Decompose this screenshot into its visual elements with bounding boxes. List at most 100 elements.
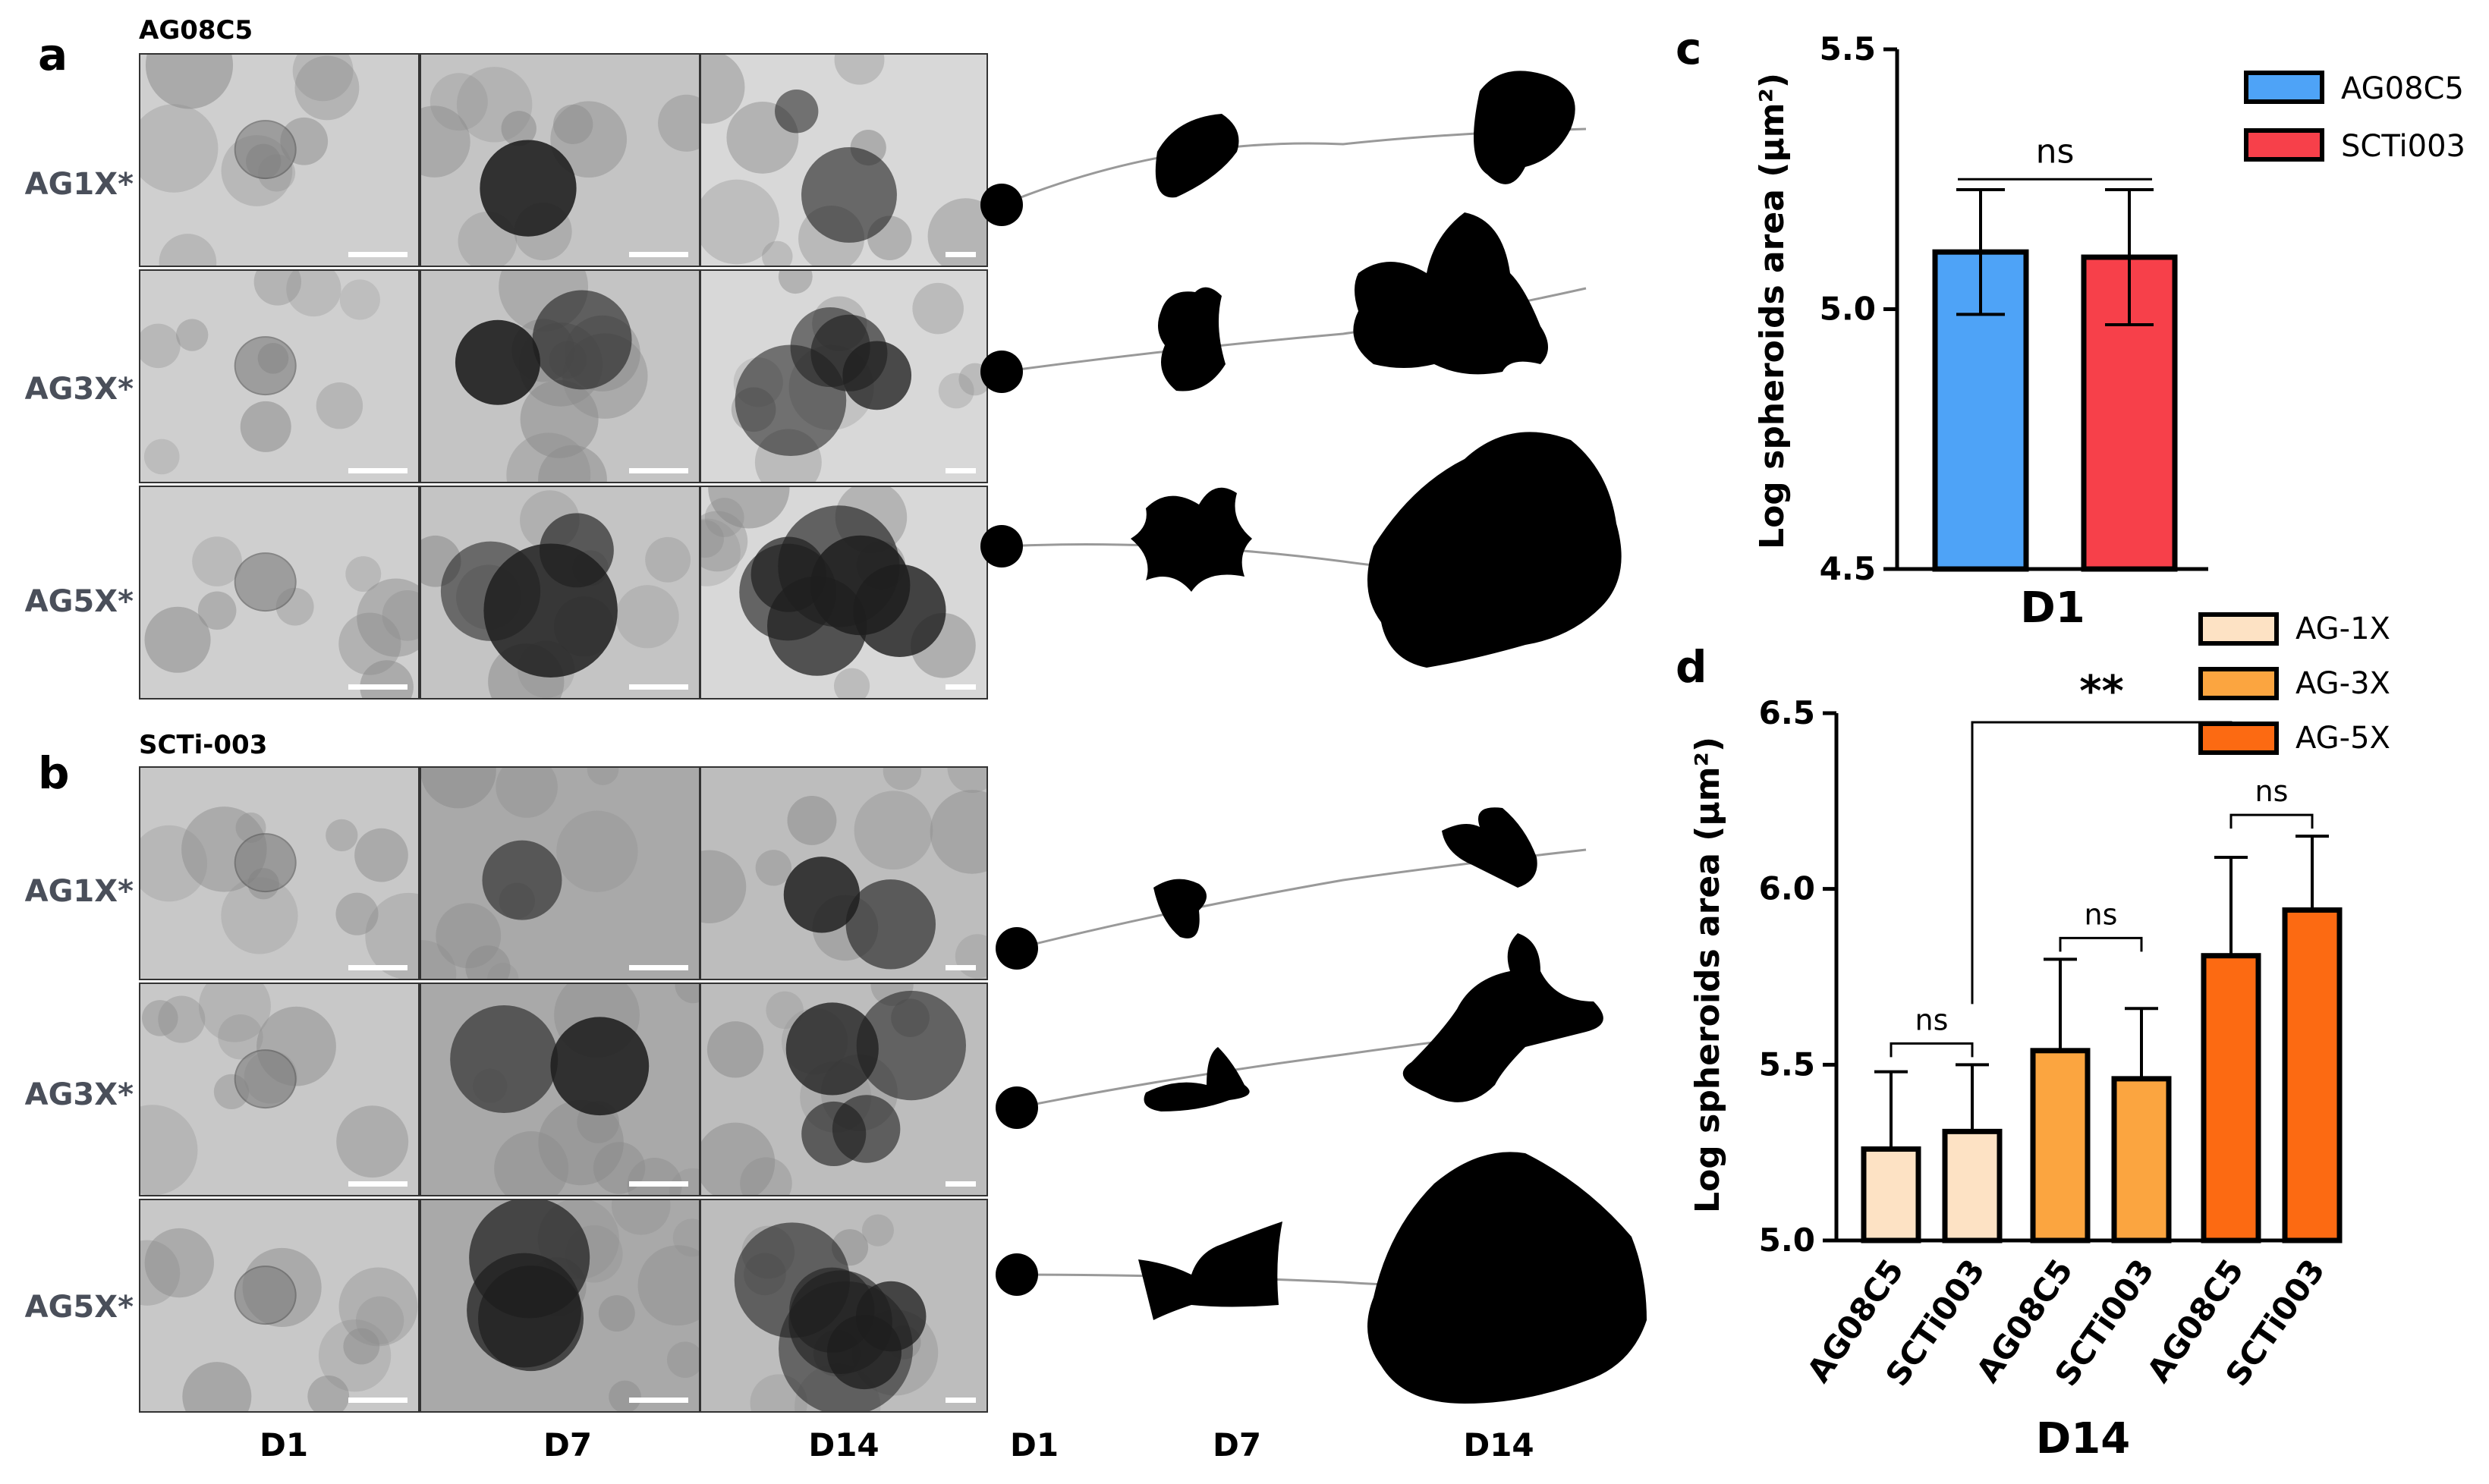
legend-label: SCTi003 (2341, 129, 2465, 164)
micrograph-tile (700, 1199, 988, 1413)
micrograph-tile (700, 766, 988, 980)
row-label-b-ag1x: AG1X* (24, 874, 134, 909)
scale-bar (348, 1181, 407, 1187)
micrograph-tile (139, 269, 420, 483)
panel-a-cell-line: AG08C5 (139, 15, 253, 46)
micrograph-tile (700, 983, 988, 1196)
schematic-a-ag3x (980, 212, 1587, 393)
bar-scti003 (2111, 1076, 2172, 1243)
scale-bar (946, 1398, 976, 1403)
y-axis-label: Log spheroids area (μm²) (1753, 73, 1792, 549)
scale-bar (946, 684, 976, 690)
micrograph-tile (700, 269, 988, 483)
y-tick-label: 5.0 (1820, 291, 1876, 328)
legend-swatch (2244, 128, 2324, 162)
bar-ag08c5 (2201, 953, 2261, 1243)
bar-scti003 (1942, 1128, 2003, 1243)
significance-bracket-long (1971, 721, 2233, 1005)
micrograph-tile (420, 269, 700, 483)
bar-ag08c5 (2030, 1048, 2091, 1243)
micrograph-tile (139, 53, 420, 267)
schematic-a-ag1x (980, 71, 1587, 226)
row-label-a-ag1x: AG1X* (24, 167, 134, 202)
micrograph-tile (139, 1199, 420, 1413)
legend-label-ag-3x: AG-3X (2295, 666, 2390, 701)
y-tick-label: 5.5 (1820, 30, 1876, 68)
scale-bar (946, 252, 976, 257)
chart-d-legend: AG-1X AG-3X AG-5X (2198, 612, 2390, 756)
row-label-b-ag3x: AG3X* (24, 1077, 134, 1112)
significance-label: ns (2085, 898, 2118, 931)
y-tick-label: 5.0 (1759, 1221, 1815, 1259)
x-axis-label: D1 (2020, 583, 2085, 633)
scale-bar (348, 1398, 407, 1403)
scale-bar (629, 965, 688, 970)
legend-label: AG08C5 (2341, 71, 2464, 106)
schematic-a-ag5x (980, 432, 1622, 668)
y-tick-label: 6.0 (1759, 870, 1815, 907)
panel-c-letter: c (1676, 23, 1702, 74)
legend-swatch (2244, 71, 2324, 104)
legend-label-ag-1x: AG-1X (2295, 612, 2390, 646)
significance-bracket (2229, 813, 2314, 829)
significance-bracket (1890, 1042, 1974, 1058)
micrograph-tile (420, 1199, 700, 1413)
scale-bar (629, 684, 688, 690)
row-label-b-ag5x: AG5X* (24, 1290, 134, 1325)
micrograph-tile (139, 486, 420, 700)
schematic-label-d1: D1 (1009, 1426, 1059, 1464)
schematic-b-ag3x (996, 933, 1603, 1129)
micrograph-tile (420, 53, 700, 267)
schematic-b-ag5x (996, 1152, 1647, 1404)
legend-swatch-ag-5x (2198, 722, 2279, 755)
scale-bar (348, 684, 407, 690)
significance-label: ns (2036, 132, 2075, 171)
micrograph-tile (420, 486, 700, 700)
y-tick-label: 4.5 (1820, 550, 1876, 587)
scale-bar (348, 468, 407, 473)
col-label-d1: D1 (259, 1426, 309, 1464)
scale-bar (348, 965, 407, 970)
scale-bar (629, 252, 688, 257)
chart-c-d1-spheroid-area: 4.5 5.0 5.5 Log spheroids area (μm²) D1 AG08C… (1753, 30, 2465, 633)
significance-bracket (2059, 936, 2143, 952)
bar-scti003 (2282, 907, 2343, 1243)
row-label-a-ag3x: AG3X* (24, 372, 134, 407)
legend-label-ag-5x: AG-5X (2295, 721, 2390, 756)
schematic-b-ag1x (996, 807, 1587, 970)
scale-bar (946, 468, 976, 473)
scale-bar (348, 252, 407, 257)
y-tick-label: 5.5 (1759, 1045, 1815, 1083)
legend-swatch-ag-1x (2198, 612, 2279, 646)
micrograph-tile (420, 983, 700, 1196)
micrograph-tile (420, 766, 700, 980)
y-tick-label: 6.5 (1759, 694, 1815, 731)
micrograph-tile (139, 766, 420, 980)
scale-bar (946, 965, 976, 970)
panel-d-letter: d (1676, 641, 1707, 693)
micrograph-tile (139, 983, 420, 1196)
spheroid-growth-schematic (980, 71, 1647, 1404)
micrograph-tile (700, 486, 988, 700)
panel-b-letter: b (38, 747, 70, 799)
scale-bar (629, 1181, 688, 1187)
panel-b-cell-line: SCTi-003 (139, 730, 268, 760)
significance-label: ns (1915, 1003, 1949, 1036)
significance-label-double-star: ** (2079, 667, 2124, 716)
scale-bar (629, 1398, 688, 1403)
significance-label: ns (2255, 775, 2289, 808)
scale-bar (629, 468, 688, 473)
row-label-a-ag5x: AG5X* (24, 584, 134, 619)
y-axis-label: Log spheroids area (μm²) (1688, 737, 1727, 1213)
schematic-label-d7: D7 (1212, 1426, 1262, 1464)
x-axis-label: D14 (2036, 1414, 2130, 1464)
scale-bar (946, 1181, 976, 1187)
schematic-label-d14: D14 (1463, 1426, 1534, 1464)
micrograph-tile (700, 53, 988, 267)
col-label-d7: D7 (543, 1426, 593, 1464)
legend-swatch-ag-3x (2198, 667, 2279, 700)
col-label-d14: D14 (808, 1426, 879, 1464)
bar-ag08c5 (1861, 1146, 1921, 1243)
panel-a-letter: a (38, 29, 68, 80)
